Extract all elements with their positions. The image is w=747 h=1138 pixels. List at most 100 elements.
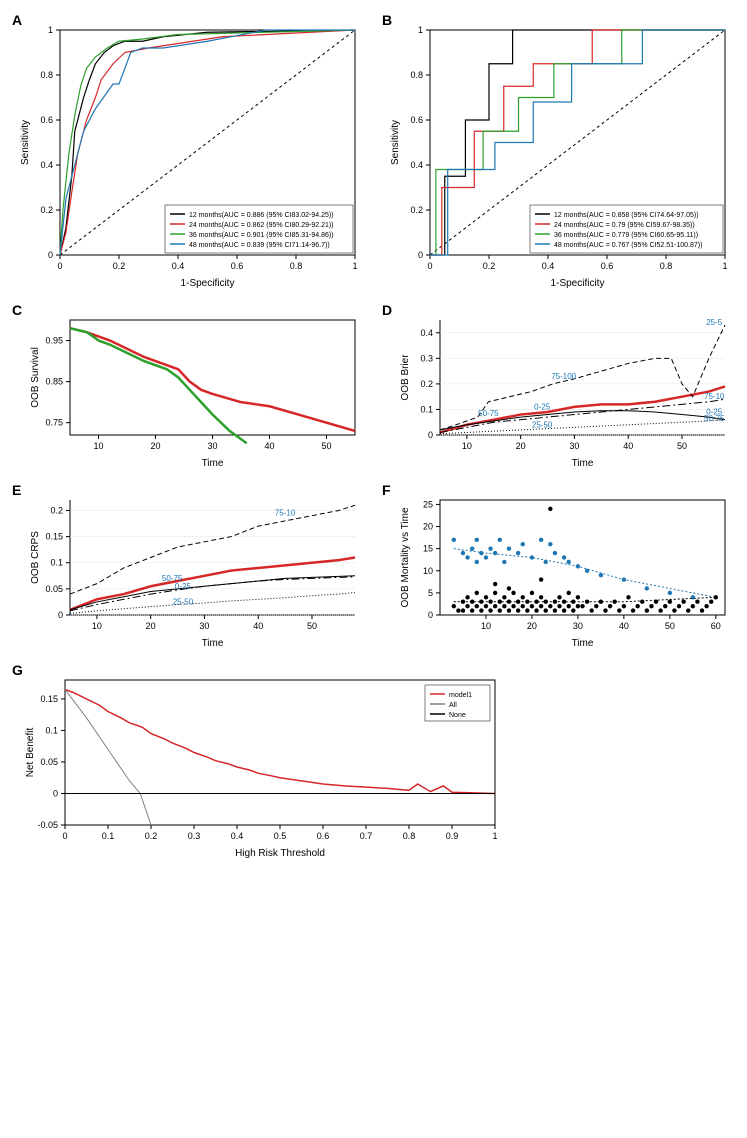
svg-text:50-75: 50-75: [478, 409, 499, 418]
svg-text:30: 30: [199, 621, 209, 631]
svg-text:0.8: 0.8: [290, 261, 303, 271]
svg-text:5: 5: [428, 588, 433, 598]
svg-text:0: 0: [428, 430, 433, 440]
panel-b: B 00.20.40.60.8100.20.40.60.811-Specific…: [380, 10, 740, 290]
svg-text:50: 50: [665, 621, 675, 631]
panel-c: C 10203040500.750.850.95TimeOOB Survival: [10, 300, 370, 470]
svg-text:24 months(AUC = 0.79 (95% CI59: 24 months(AUC = 0.79 (95% CI59.67-98.35)…: [554, 222, 695, 229]
svg-text:None: None: [449, 712, 466, 719]
svg-text:0.4: 0.4: [420, 328, 433, 338]
svg-text:0: 0: [427, 261, 432, 271]
svg-text:0.2: 0.2: [420, 379, 433, 389]
svg-text:0.7: 0.7: [360, 831, 373, 841]
svg-text:Net Benefit: Net Benefit: [25, 728, 36, 778]
svg-text:0: 0: [418, 250, 423, 260]
svg-text:Time: Time: [202, 458, 224, 469]
svg-text:48 months(AUC = 0.767 (95% CI5: 48 months(AUC = 0.767 (95% CI52.51-100.8…: [554, 242, 702, 249]
svg-text:All: All: [449, 702, 457, 709]
svg-text:10: 10: [481, 621, 491, 631]
svg-text:1: 1: [492, 831, 497, 841]
svg-text:0.2: 0.2: [410, 205, 423, 215]
svg-text:1: 1: [48, 25, 53, 35]
svg-text:0.1: 0.1: [420, 404, 433, 414]
panel-f-label: F: [382, 482, 391, 498]
svg-text:1: 1: [722, 261, 727, 271]
panel-e-chart: 102030405000.050.10.150.2TimeOOB CRPS75-…: [10, 480, 370, 650]
svg-text:10: 10: [462, 441, 472, 451]
svg-text:0.3: 0.3: [420, 353, 433, 363]
svg-text:0.4: 0.4: [172, 261, 185, 271]
svg-text:0: 0: [57, 261, 62, 271]
svg-text:Sensitivity: Sensitivity: [20, 120, 31, 165]
svg-text:0.8: 0.8: [40, 70, 53, 80]
panel-e: E 102030405000.050.10.150.2TimeOOB CRPS7…: [10, 480, 370, 650]
svg-text:OOB Mortality vs Time: OOB Mortality vs Time: [400, 507, 411, 607]
svg-text:40: 40: [253, 621, 263, 631]
svg-text:0.2: 0.2: [40, 205, 53, 215]
panel-b-chart: 00.20.40.60.8100.20.40.60.811-Specificit…: [380, 10, 740, 290]
svg-text:0.4: 0.4: [542, 261, 555, 271]
svg-text:0.1: 0.1: [50, 558, 63, 568]
svg-text:25: 25: [423, 499, 433, 509]
svg-text:0.05: 0.05: [45, 584, 63, 594]
panel-d: D 102030405000.10.20.30.4TimeOOB Brier25…: [380, 300, 740, 470]
svg-text:0.1: 0.1: [102, 831, 115, 841]
panel-a-label: A: [12, 12, 22, 28]
panel-a-chart: 00.20.40.60.8100.20.40.60.811-Specificit…: [10, 10, 370, 290]
svg-text:0.6: 0.6: [40, 115, 53, 125]
svg-text:0.2: 0.2: [113, 261, 126, 271]
svg-text:0: 0: [48, 250, 53, 260]
svg-text:20: 20: [527, 621, 537, 631]
svg-text:Time: Time: [202, 638, 224, 649]
svg-text:50: 50: [321, 441, 331, 451]
svg-text:20: 20: [150, 441, 160, 451]
svg-text:OOB CRPS: OOB CRPS: [30, 531, 41, 584]
svg-text:48 months(AUC = 0.839 (95% CI7: 48 months(AUC = 0.839 (95% CI71.14-96.7)…: [189, 242, 330, 249]
svg-text:75-100: 75-100: [551, 372, 576, 381]
svg-text:15: 15: [423, 544, 433, 554]
svg-text:0.95: 0.95: [45, 336, 63, 346]
svg-text:25-50: 25-50: [532, 420, 553, 429]
svg-text:20: 20: [423, 522, 433, 532]
svg-text:0.5: 0.5: [274, 831, 287, 841]
svg-text:24 months(AUC = 0.862 (95% CI8: 24 months(AUC = 0.862 (95% CI80.29-92.21…: [189, 222, 334, 229]
svg-text:model1: model1: [449, 692, 472, 699]
svg-text:-0.05: -0.05: [37, 820, 58, 830]
svg-text:0.4: 0.4: [410, 160, 423, 170]
svg-text:25-5: 25-5: [706, 318, 723, 327]
svg-text:30: 30: [569, 441, 579, 451]
panel-g-chart: 00.10.20.30.40.50.60.70.80.91-0.0500.050…: [10, 660, 510, 860]
svg-text:0.05: 0.05: [40, 757, 58, 767]
svg-text:Time: Time: [572, 638, 594, 649]
svg-text:High Risk Threshold: High Risk Threshold: [235, 848, 325, 859]
svg-text:0.8: 0.8: [403, 831, 416, 841]
svg-text:20: 20: [146, 621, 156, 631]
svg-text:1: 1: [352, 261, 357, 271]
svg-text:0.75: 0.75: [45, 418, 63, 428]
svg-text:OOB Survival: OOB Survival: [30, 347, 41, 408]
panel-d-label: D: [382, 302, 392, 318]
svg-text:0.6: 0.6: [231, 261, 244, 271]
svg-text:0: 0: [58, 610, 63, 620]
panel-a: A 00.20.40.60.8100.20.40.60.811-Specific…: [10, 10, 370, 290]
panel-g-label: G: [12, 662, 23, 678]
svg-text:0.2: 0.2: [483, 261, 496, 271]
svg-text:0.9: 0.9: [446, 831, 459, 841]
svg-text:50-75: 50-75: [704, 414, 725, 423]
svg-text:0.1: 0.1: [45, 725, 58, 735]
svg-text:75-10: 75-10: [275, 509, 296, 518]
svg-text:1-Specificity: 1-Specificity: [551, 278, 605, 289]
panel-d-chart: 102030405000.10.20.30.4TimeOOB Brier25-5…: [380, 300, 740, 470]
svg-text:20: 20: [516, 441, 526, 451]
svg-text:50: 50: [307, 621, 317, 631]
svg-text:25-50: 25-50: [173, 598, 194, 607]
svg-text:Time: Time: [572, 458, 594, 469]
svg-text:75-10: 75-10: [704, 392, 725, 401]
svg-text:0.2: 0.2: [145, 831, 158, 841]
svg-text:0.15: 0.15: [40, 694, 58, 704]
svg-text:60: 60: [711, 621, 721, 631]
svg-text:0.2: 0.2: [50, 505, 63, 515]
panel-c-label: C: [12, 302, 22, 318]
svg-text:30: 30: [207, 441, 217, 451]
svg-text:36 months(AUC = 0.901 (95% CI8: 36 months(AUC = 0.901 (95% CI85.31-94.86…: [189, 232, 334, 239]
